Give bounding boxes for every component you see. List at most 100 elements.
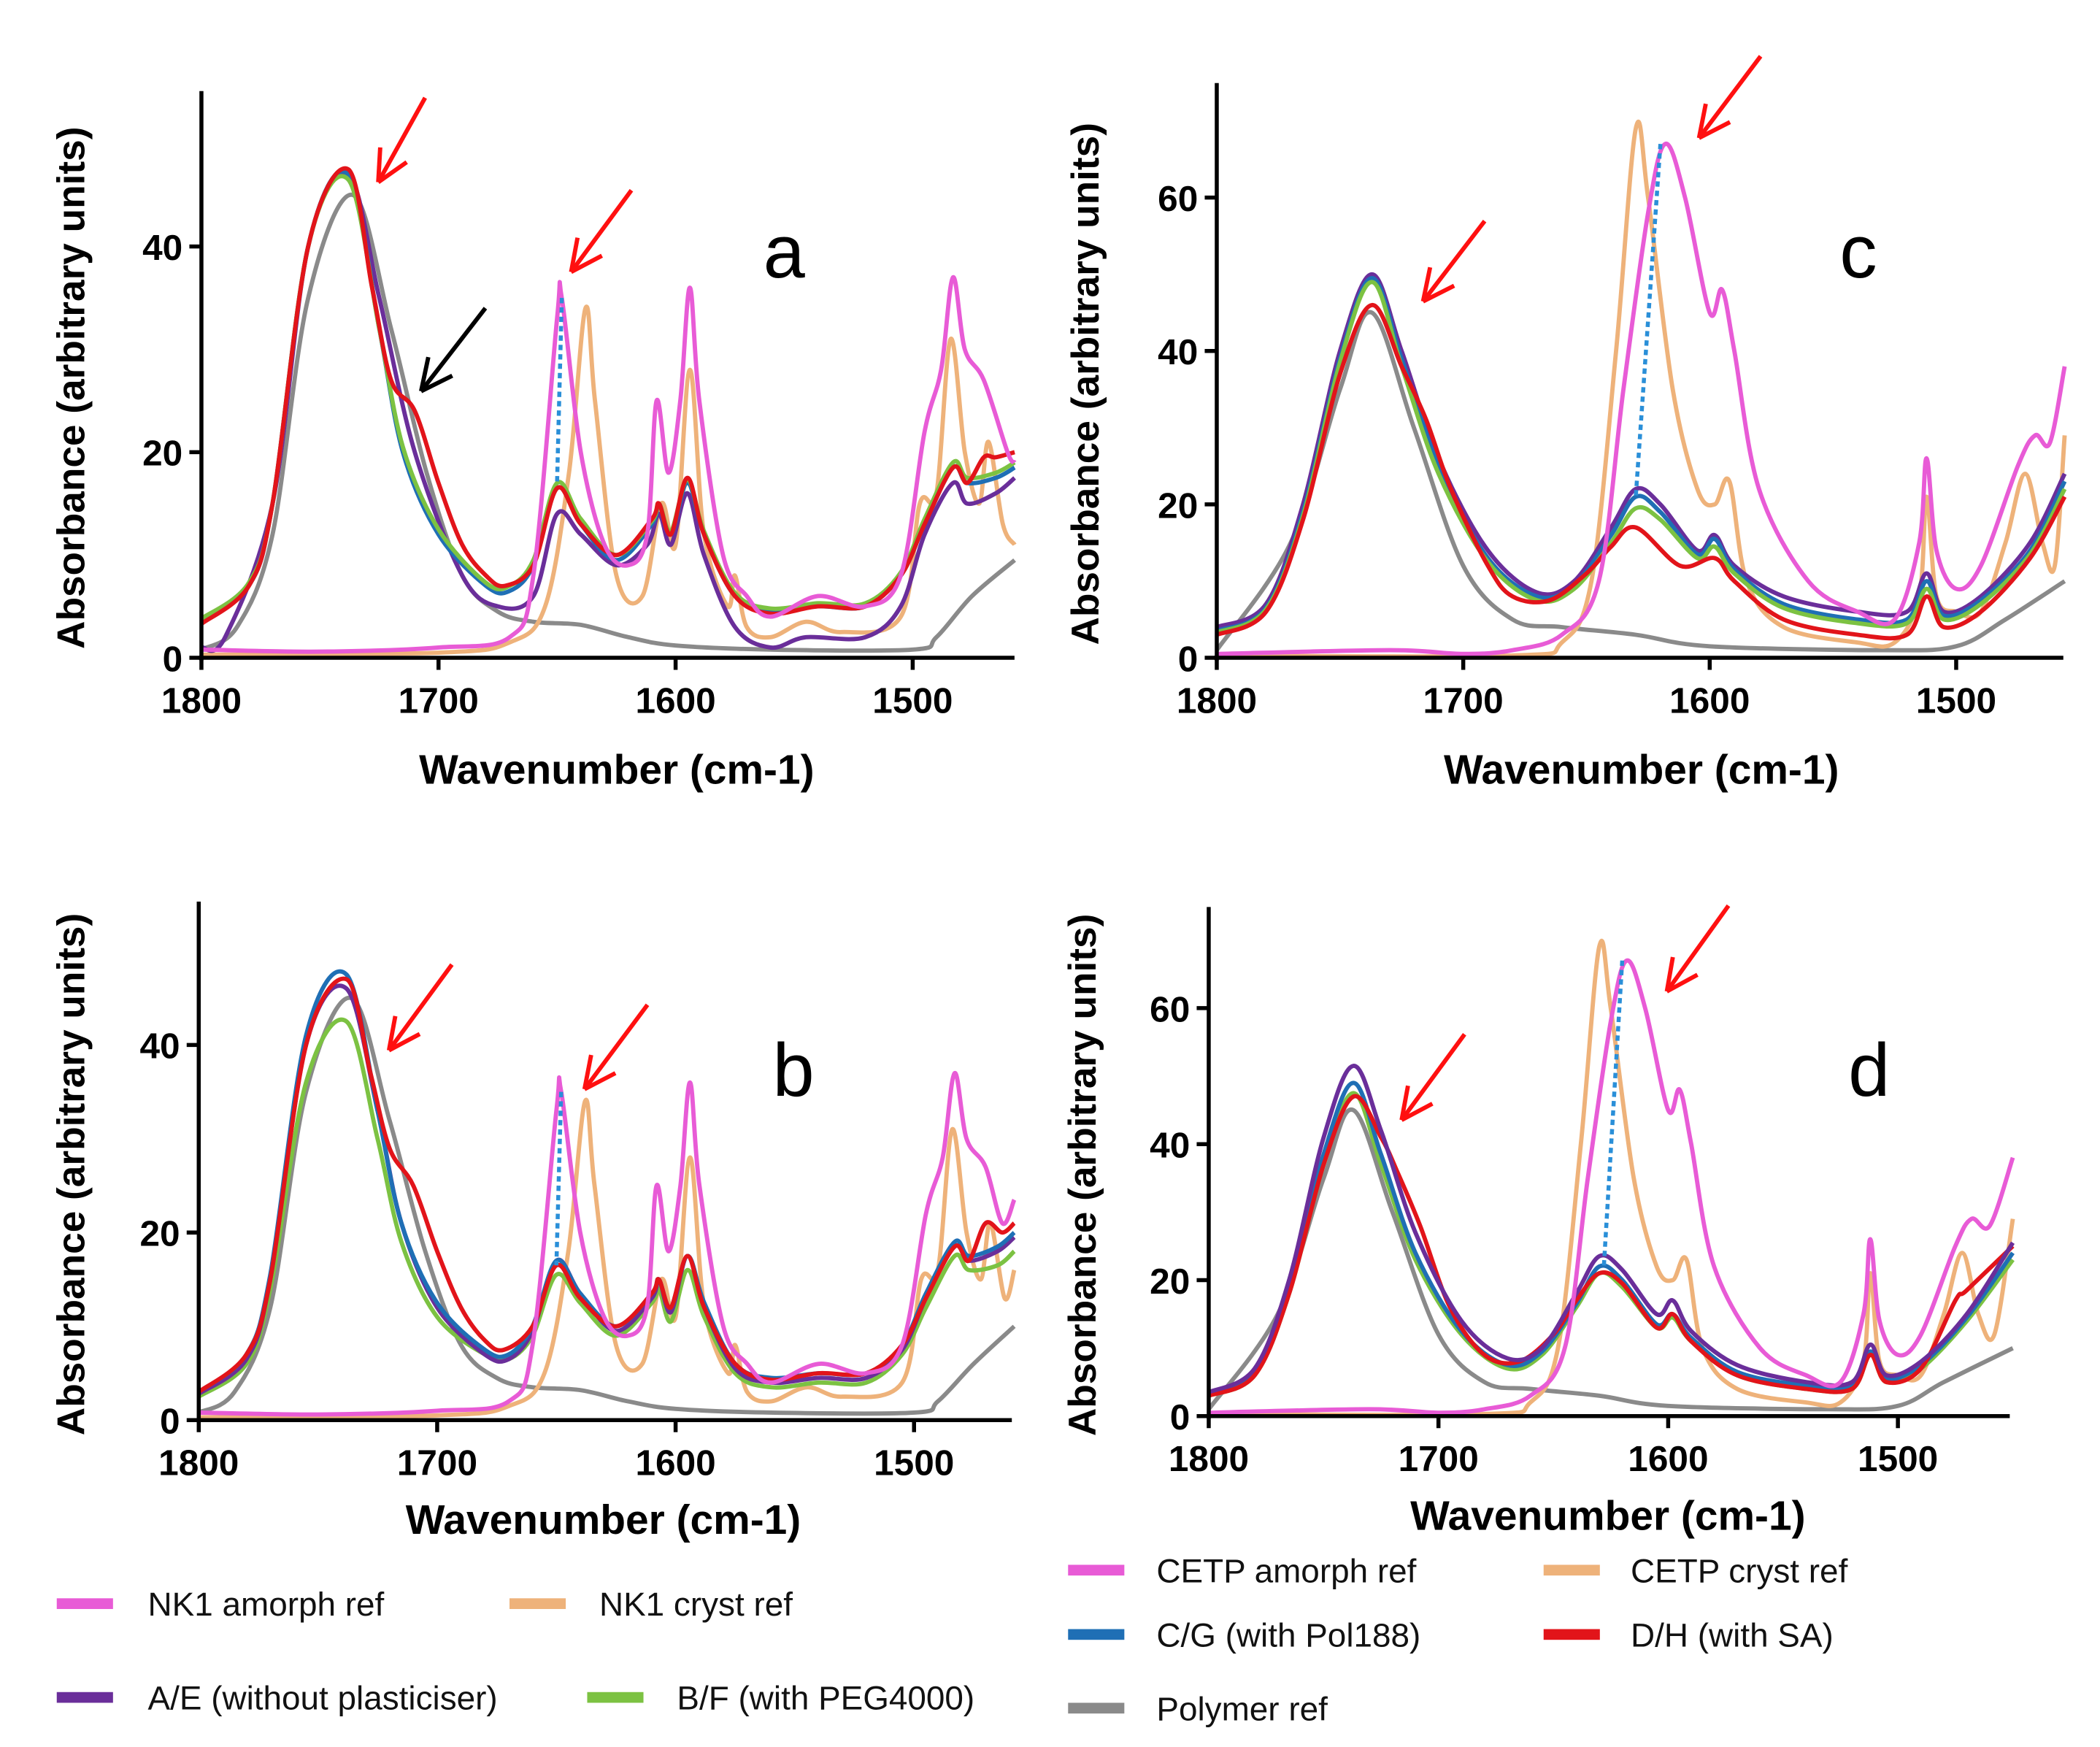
series-line — [1216, 142, 2067, 656]
arrow-head — [1399, 1085, 1410, 1121]
x-axis-label: Wavenumber (cm-1) — [1444, 748, 1839, 794]
panel-letter: d — [1848, 1028, 1890, 1112]
y-tick-label: 0 — [163, 639, 183, 679]
x-tick-label: 1800 — [158, 1443, 239, 1483]
x-axis-label: Wavenumber (cm-1) — [419, 748, 814, 794]
legend-swatch — [56, 1692, 113, 1703]
x-tick-label: 1800 — [161, 680, 242, 721]
arrow-shaft — [1399, 1032, 1466, 1121]
red-arrow-icon — [1399, 1032, 1466, 1122]
x-axis-label: Wavenumber (cm-1) — [406, 1497, 801, 1543]
y-axis-label: Absorbance (arbitrary units) — [1061, 914, 1104, 1436]
dotted-peak-shift-line — [1634, 143, 1663, 497]
arrow-head — [376, 147, 382, 183]
y-axis-label: Absorbance (arbitrary units) — [1064, 123, 1107, 645]
legend-swatch — [1068, 1702, 1125, 1714]
arrow-head — [420, 373, 453, 393]
legend-item: D/H (with SA) — [1543, 1616, 1834, 1654]
x-tick-label: 1600 — [1669, 680, 1750, 721]
arrow-head — [570, 253, 604, 274]
series-line — [1208, 939, 2015, 1418]
x-tick-label: 1700 — [399, 680, 479, 721]
series-line — [201, 274, 1017, 654]
y-tick-label: 20 — [142, 434, 182, 474]
series-line — [1215, 272, 2067, 629]
arrow-shaft — [1697, 55, 1763, 139]
series-line — [199, 1070, 1017, 1417]
arrow-shaft — [387, 963, 454, 1052]
x-tick-label: 1500 — [1916, 680, 1996, 721]
legend-label: Polymer ref — [1156, 1689, 1328, 1727]
arrow-shaft — [1421, 220, 1487, 303]
red-arrow-icon — [386, 963, 454, 1053]
legend-label: CETP cryst ref — [1631, 1551, 1848, 1589]
x-tick-label: 1800 — [1177, 680, 1257, 721]
arrow-shaft — [582, 1003, 650, 1091]
series-line — [1215, 310, 2066, 653]
legend-swatch — [56, 1598, 113, 1609]
x-tick-label: 1500 — [1858, 1439, 1938, 1479]
legend-item: C/G (with Pol188) — [1068, 1616, 1420, 1654]
black-arrow-icon — [419, 307, 488, 393]
arrow-head — [1400, 1102, 1434, 1122]
y-tick-label: 0 — [1170, 1397, 1191, 1437]
y-tick-label: 0 — [1178, 639, 1199, 679]
x-tick-label: 1600 — [635, 1443, 715, 1483]
legend-item: NK1 cryst ref — [509, 1585, 793, 1623]
y-tick-label: 20 — [139, 1214, 180, 1254]
panels: 1800 1700 1600 1500 0 20 40 Wavenumber (cm-1) Ab… — [50, 82, 2067, 1543]
chart-panel-a: 1800 1700 1600 1500 0 20 40 Wavenumber (cm-1) Ab… — [50, 91, 1017, 794]
x-tick-label: 1700 — [397, 1443, 477, 1483]
legend-item: CETP cryst ref — [1543, 1551, 1848, 1589]
red-arrow-icon — [569, 188, 634, 274]
arrow-head — [377, 160, 408, 184]
series-line — [1207, 1107, 2014, 1412]
annotation-arrows — [376, 55, 1763, 1122]
legend-label: NK1 cryst ref — [599, 1585, 793, 1623]
arrow-shaft — [376, 96, 427, 184]
chart-panel-b: 1800 1700 1600 1500 0 20 40 Wavenumber (cm-1) Ab… — [50, 902, 1017, 1543]
y-tick-label: 40 — [142, 228, 182, 268]
red-arrow-icon — [376, 96, 427, 184]
arrow-head — [386, 1015, 398, 1051]
arrow-head — [569, 237, 580, 273]
legend-label: NK1 amorph ref — [148, 1585, 385, 1623]
legend-swatch — [509, 1598, 566, 1609]
arrow-shaft — [419, 307, 488, 393]
arrow-shaft — [569, 188, 634, 274]
red-arrow-icon — [1420, 220, 1487, 304]
series-line — [1207, 1064, 2015, 1394]
y-tick-label: 40 — [139, 1026, 180, 1067]
legend-label: CETP amorph ref — [1156, 1551, 1416, 1589]
legend-right: CETP amorph ref CETP cryst ref C/G (with… — [1068, 1551, 1848, 1727]
x-tick-label: 1500 — [874, 1443, 954, 1483]
arrow-head — [582, 1054, 593, 1090]
series-line — [1216, 120, 2067, 659]
panel-letter: c — [1839, 210, 1877, 293]
series-line — [197, 1017, 1016, 1399]
x-tick-label: 1600 — [635, 680, 715, 721]
y-tick-label: 40 — [1150, 1126, 1190, 1166]
arrow-shaft — [1665, 904, 1731, 993]
legend-item: NK1 amorph ref — [56, 1585, 385, 1623]
x-tick-label: 1700 — [1399, 1439, 1479, 1479]
panel-letter: b — [772, 1028, 814, 1112]
legend-label: A/E (without plasticiser) — [148, 1679, 498, 1717]
y-tick-label: 60 — [1158, 179, 1198, 219]
red-arrow-icon — [582, 1003, 650, 1091]
dotted-peak-shift-line — [555, 298, 564, 483]
series-line — [1215, 302, 2067, 641]
y-tick-label: 60 — [1150, 989, 1190, 1029]
arrow-head — [388, 1032, 421, 1053]
legend-swatch — [1543, 1629, 1600, 1640]
x-tick-label: 1500 — [872, 680, 953, 721]
legend-item: CETP amorph ref — [1068, 1551, 1417, 1589]
y-axis-label: Absorbance (arbitrary units) — [50, 913, 93, 1435]
arrow-head — [583, 1071, 617, 1091]
y-tick-label: 0 — [160, 1402, 180, 1442]
legend-item: A/E (without plasticiser) — [56, 1679, 498, 1717]
series-line — [1207, 1080, 2015, 1396]
legend-label: C/G (with Pol188) — [1156, 1616, 1420, 1654]
legend-label: B/F (with PEG4000) — [677, 1679, 974, 1717]
